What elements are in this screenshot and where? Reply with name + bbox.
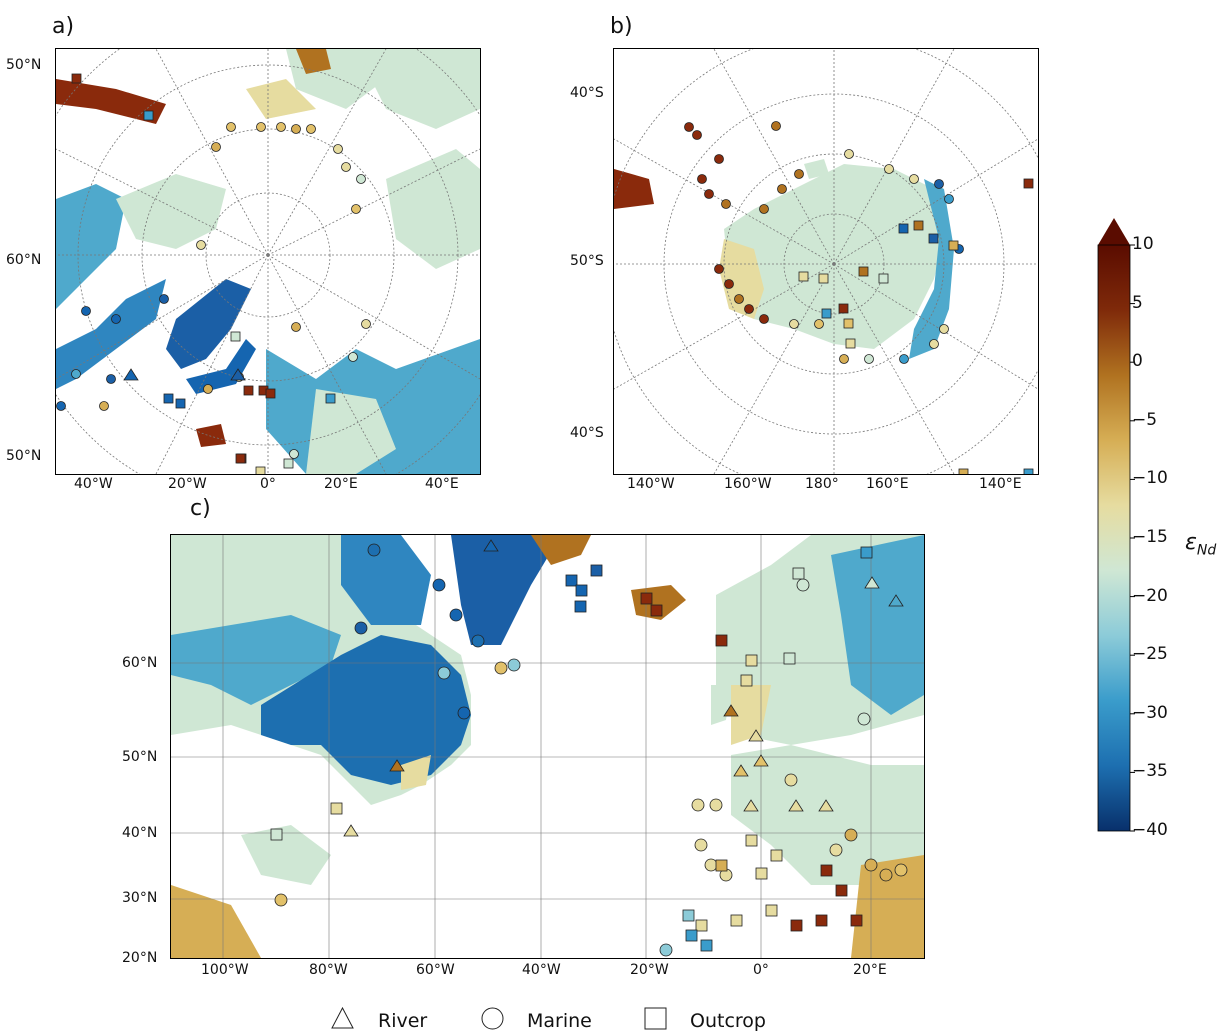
panel-a-lon-tick: 40°E xyxy=(425,476,459,492)
panel-c-lon-tick: 60°W xyxy=(416,962,455,978)
colorbar-extend-triangle xyxy=(1098,218,1130,245)
colorbar-label-subscript: Nd xyxy=(1196,542,1217,559)
panel-b-lon-tick: 140°E xyxy=(979,476,1022,492)
colorbar-tick-label: −10 xyxy=(1132,468,1168,489)
legend-label: Marine xyxy=(527,1010,592,1032)
colorbar-tick-label: −25 xyxy=(1132,644,1168,665)
panel-c-map xyxy=(170,534,925,959)
panel-a-lon-tick: 0° xyxy=(260,476,276,492)
colorbar-tick-label: −35 xyxy=(1132,761,1168,782)
colorbar-tick-label: −5 xyxy=(1132,409,1158,430)
panel-a-lon-tick: 20°E xyxy=(324,476,358,492)
panel-c-graticule xyxy=(171,535,924,958)
panel-b-lat-tick: 40°S xyxy=(570,425,604,441)
panel-c-lon-tick: 0° xyxy=(753,962,769,978)
panel-c-lon-tick: 40°W xyxy=(522,962,561,978)
legend-square-icon xyxy=(644,1007,667,1030)
panel-c-svg xyxy=(171,535,924,958)
panel-c-lon-tick: 20°E xyxy=(853,962,887,978)
panel-a-map xyxy=(55,48,481,475)
panel-b-land xyxy=(614,159,954,359)
panel-b-lon-tick: 180° xyxy=(805,476,839,492)
panel-b-svg xyxy=(614,49,1038,474)
colorbar-bar xyxy=(1097,244,1131,832)
panel-b-lat-tick: 40°S xyxy=(570,85,604,101)
panel-c-lat-tick: 50°N xyxy=(122,749,158,765)
panel-c-lat-tick: 20°N xyxy=(122,950,158,966)
colorbar-tick-label: 10 xyxy=(1132,234,1154,254)
colorbar xyxy=(1097,218,1135,832)
panel-a-svg xyxy=(56,49,480,474)
colorbar-tick-label: −40 xyxy=(1132,820,1168,840)
panel-b-samples xyxy=(684,121,1034,474)
panel-b-lon-tick: 140°W xyxy=(627,476,675,492)
panel-c-lon-tick: 100°W xyxy=(201,962,249,978)
legend-label: River xyxy=(378,1010,428,1032)
panel-a-label: a) xyxy=(52,14,75,39)
panel-b-lon-tick: 160°W xyxy=(724,476,772,492)
panel-a-land xyxy=(56,49,480,474)
colorbar-tick-label: 0 xyxy=(1132,351,1143,372)
panel-b-map xyxy=(613,48,1039,475)
colorbar-tick-label: −30 xyxy=(1132,702,1168,723)
panel-a-graticule xyxy=(56,49,480,474)
panel-b-label: b) xyxy=(610,14,633,39)
panel-a-lat-tick: 50°N xyxy=(6,57,42,73)
panel-a-lon-tick: 40°W xyxy=(74,476,113,492)
panel-c-lon-tick: 80°W xyxy=(309,962,348,978)
colorbar-label-symbol: ε xyxy=(1185,530,1197,555)
panel-a-lat-tick: 60°N xyxy=(6,252,42,268)
panel-a-samples xyxy=(56,73,371,474)
panel-c-label: c) xyxy=(190,496,211,521)
legend-triangle-icon xyxy=(331,1006,354,1029)
panel-c-lat-tick: 40°N xyxy=(122,825,158,841)
colorbar-tick-label: −15 xyxy=(1132,527,1168,547)
colorbar-tick-label: 5 xyxy=(1132,292,1143,313)
panel-a-lon-tick: 20°W xyxy=(168,476,207,492)
colorbar-tick-label: −20 xyxy=(1132,585,1168,606)
legend-circle-icon xyxy=(481,1007,504,1030)
colorbar-label: εNd xyxy=(1185,530,1216,558)
panel-b-lon-tick: 160°E xyxy=(866,476,909,492)
panel-c-samples xyxy=(270,539,908,957)
panel-a-lat-tick: 50°N xyxy=(6,448,42,464)
panel-b-graticule xyxy=(614,49,1038,474)
panel-c-lat-tick: 60°N xyxy=(122,655,158,671)
panel-c-lat-tick: 30°N xyxy=(122,890,158,906)
legend-label: Outcrop xyxy=(690,1010,766,1032)
panel-c-lon-tick: 20°W xyxy=(630,962,669,978)
panel-b-lat-tick: 50°S xyxy=(570,253,604,269)
